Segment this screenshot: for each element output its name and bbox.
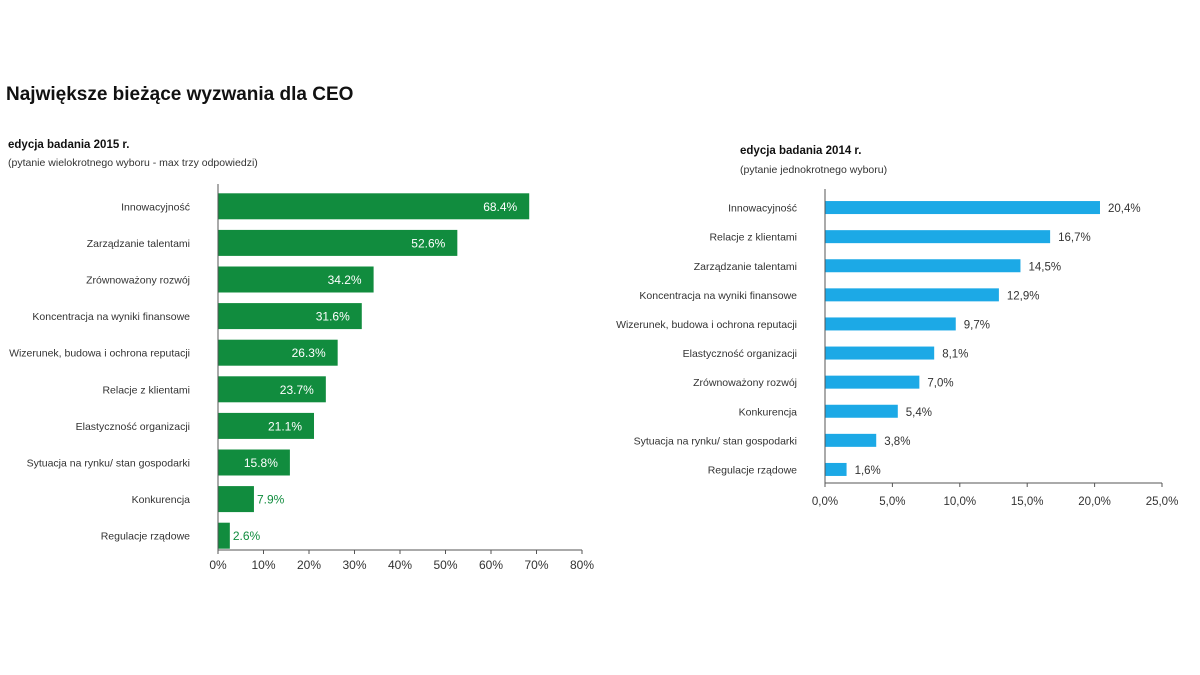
- c2014-category-label: Zarządzanie talentami: [694, 261, 797, 273]
- c2015-bar: [218, 229, 458, 256]
- chart-2015-title: edycja badania 2015 r.: [8, 139, 130, 151]
- c2015-x-tick-label: 30%: [342, 558, 366, 572]
- c2014-bar: [825, 288, 999, 302]
- c2015-bar: [218, 522, 230, 549]
- c2015-category-label: Koncentracja na wyniki finansowe: [32, 311, 190, 323]
- c2015-x-tick-label: 20%: [297, 558, 321, 572]
- c2014-x-tick-label: 15,0%: [1011, 496, 1044, 508]
- c2014-value-label: 3,8%: [884, 436, 910, 448]
- c2014-value-label: 1,6%: [855, 465, 881, 477]
- c2015-category-label: Elastyczność organizacji: [76, 421, 190, 433]
- c2015-bar: [218, 412, 315, 439]
- c2015-value-label: 31.6%: [316, 310, 350, 324]
- c2015-value-label: 23.7%: [280, 383, 314, 397]
- c2015-category-label: Zrównoważony rozwój: [86, 275, 190, 287]
- c2015-category-label: Wizerunek, budowa i ochrona reputacji: [9, 348, 190, 360]
- c2014-category-label: Regulacje rządowe: [708, 464, 797, 476]
- c2014-category-label: Elastyczność organizacji: [683, 348, 797, 360]
- c2014-bar: [825, 375, 920, 389]
- c2015-category-label: Konkurencja: [132, 494, 191, 506]
- c2014-category-label: Zrównoważony rozwój: [693, 377, 797, 389]
- c2014-value-label: 20,4%: [1108, 203, 1141, 215]
- c2014-category-label: Wizerunek, budowa i ochrona reputacji: [616, 319, 797, 331]
- c2014-category-label: Relacje z klientami: [709, 232, 797, 244]
- c2014-category-label: Konkurencja: [739, 406, 798, 418]
- c2015-x-tick-label: 40%: [388, 558, 412, 572]
- c2015-category-label: Relacje z klientami: [102, 384, 190, 396]
- c2014-value-label: 12,9%: [1007, 290, 1040, 302]
- c2014-bar: [825, 201, 1100, 215]
- c2014-value-label: 5,4%: [906, 407, 932, 419]
- c2014-category-label: Koncentracja na wyniki finansowe: [639, 290, 797, 302]
- c2015-value-label: 21.1%: [268, 419, 302, 433]
- c2014-bar: [825, 259, 1021, 273]
- c2015-category-label: Regulacje rządowe: [101, 531, 190, 543]
- c2015-x-tick-label: 10%: [251, 558, 275, 572]
- c2014-x-tick-label: 20,0%: [1078, 496, 1111, 508]
- c2015-bar: [218, 303, 362, 330]
- c2014-bar: [825, 462, 847, 476]
- chart-2015-subtitle: (pytanie wielokrotnego wyboru - max trzy…: [8, 157, 258, 169]
- c2015-value-label: 34.2%: [328, 273, 362, 287]
- c2014-value-label: 14,5%: [1028, 261, 1061, 273]
- c2014-bar: [825, 317, 956, 331]
- c2015-x-tick-label: 60%: [479, 558, 503, 572]
- c2015-x-tick-label: 0%: [209, 558, 227, 572]
- c2014-value-label: 8,1%: [942, 349, 968, 361]
- c2015-value-label: 68.4%: [483, 200, 517, 214]
- c2014-x-tick-label: 5,0%: [879, 496, 905, 508]
- c2014-bar: [825, 433, 877, 447]
- c2015-bar: [218, 266, 374, 293]
- c2014-x-tick-label: 10,0%: [943, 496, 976, 508]
- c2015-value-label: 2.6%: [233, 529, 261, 543]
- c2014-category-label: Innowacyjność: [728, 203, 797, 215]
- c2014-value-label: 16,7%: [1058, 232, 1091, 244]
- c2015-value-label: 52.6%: [411, 236, 445, 250]
- c2015-bar: [218, 449, 290, 476]
- c2015-x-tick-label: 70%: [524, 558, 548, 572]
- c2014-bar: [825, 346, 935, 360]
- c2014-x-tick-label: 0,0%: [812, 496, 838, 508]
- c2015-bar: [218, 339, 338, 366]
- c2015-value-label: 15.8%: [244, 456, 278, 470]
- c2015-x-tick-label: 50%: [433, 558, 457, 572]
- c2015-bar: [218, 376, 326, 403]
- c2015-bar: [218, 486, 254, 513]
- page-title: Największe bieżące wyzwania dla CEO: [6, 84, 354, 105]
- c2014-category-label: Sytuacja na rynku/ stan gospodarki: [634, 435, 797, 447]
- chart-2014-subtitle: (pytanie jednokrotnego wyboru): [740, 164, 888, 176]
- c2015-bar: [218, 193, 530, 220]
- c2015-value-label: 7.9%: [257, 493, 285, 507]
- c2014-value-label: 7,0%: [927, 378, 953, 390]
- c2014-bar: [825, 230, 1051, 244]
- chart-2014-title: edycja badania 2014 r.: [740, 145, 862, 157]
- c2015-category-label: Zarządzanie talentami: [87, 238, 190, 250]
- c2014-value-label: 9,7%: [964, 319, 990, 331]
- c2014-bar: [825, 404, 898, 418]
- c2015-value-label: 26.3%: [292, 346, 326, 360]
- c2015-x-tick-label: 80%: [570, 558, 594, 572]
- c2015-category-label: Innowacyjność: [121, 201, 190, 213]
- c2014-x-tick-label: 25,0%: [1146, 496, 1179, 508]
- c2015-category-label: Sytuacja na rynku/ stan gospodarki: [27, 458, 190, 470]
